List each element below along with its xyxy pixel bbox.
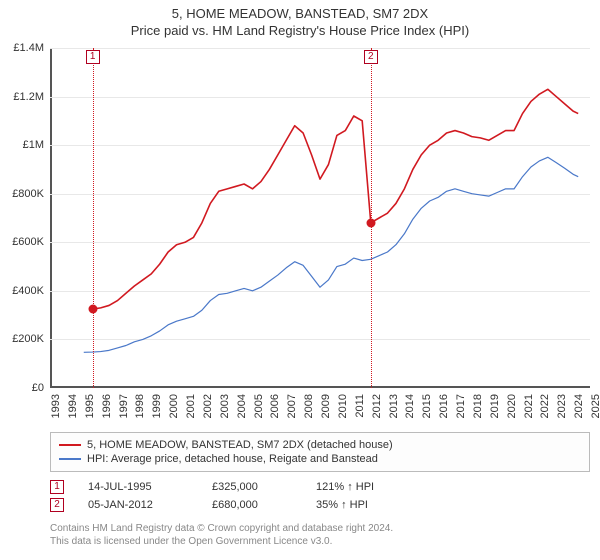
xtick-label: 1998	[134, 394, 146, 418]
ytick-label: £1M	[23, 139, 44, 151]
ytick-label: £1.2M	[13, 91, 44, 103]
xtick-label: 1999	[151, 394, 163, 418]
transaction-price-2: £680,000	[212, 499, 292, 511]
marker-box-2: 2	[364, 50, 378, 64]
xtick-label: 2021	[523, 394, 535, 418]
transaction-pct-1: 121% ↑ HPI	[316, 481, 406, 493]
xtick-label: 2016	[438, 394, 450, 418]
transaction-date-1: 14-JUL-1995	[88, 481, 188, 493]
xtick-label: 1993	[50, 394, 62, 418]
xtick-label: 2019	[489, 394, 501, 418]
xtick-label: 2002	[202, 394, 214, 418]
marker-vline-1	[93, 48, 94, 388]
chart-title-subtitle: Price paid vs. HM Land Registry's House …	[0, 23, 600, 38]
transaction-marker-1: 1	[50, 480, 64, 494]
chart-plot-area: 12 £0£200K£400K£600K£800K£1M£1.2M£1.4M 1…	[50, 48, 590, 388]
marker-box-1: 1	[86, 50, 100, 64]
xtick-label: 2000	[168, 394, 180, 418]
xtick-label: 2015	[421, 394, 433, 418]
ytick-label: £800K	[12, 188, 44, 200]
chart-container: 5, HOME MEADOW, BANSTEAD, SM7 2DX Price …	[0, 0, 600, 560]
footer-attribution: Contains HM Land Registry data © Crown c…	[50, 522, 590, 548]
chart-title-address: 5, HOME MEADOW, BANSTEAD, SM7 2DX	[0, 6, 600, 21]
xtick-label: 2004	[236, 394, 248, 418]
transaction-marker-2: 2	[50, 498, 64, 512]
transaction-table: 1 14-JUL-1995 £325,000 121% ↑ HPI 2 05-J…	[50, 476, 590, 516]
legend-item-property: 5, HOME MEADOW, BANSTEAD, SM7 2DX (detac…	[59, 439, 581, 451]
legend-box: 5, HOME MEADOW, BANSTEAD, SM7 2DX (detac…	[50, 432, 590, 472]
transaction-row-1: 1 14-JUL-1995 £325,000 121% ↑ HPI	[50, 480, 590, 494]
transaction-price-1: £325,000	[212, 481, 292, 493]
xtick-label: 2011	[354, 394, 366, 418]
footer-line-2: This data is licensed under the Open Gov…	[50, 535, 590, 548]
ytick-label: £200K	[12, 333, 44, 345]
ytick-label: £1.4M	[13, 42, 44, 54]
xtick-label: 2012	[371, 394, 383, 418]
series-line-hpi	[84, 157, 578, 352]
transaction-pct-2: 35% ↑ HPI	[316, 499, 406, 511]
xtick-label: 2018	[472, 394, 484, 418]
xtick-label: 2008	[303, 394, 315, 418]
title-block: 5, HOME MEADOW, BANSTEAD, SM7 2DX Price …	[0, 0, 600, 40]
xtick-label: 2024	[573, 394, 585, 418]
transaction-date-2: 05-JAN-2012	[88, 499, 188, 511]
ytick-label: £400K	[12, 285, 44, 297]
xtick-label: 1995	[84, 394, 96, 418]
marker-dot-1	[88, 305, 97, 314]
xtick-label: 2025	[590, 394, 600, 418]
xtick-label: 1994	[67, 394, 79, 418]
xtick-label: 1996	[101, 394, 113, 418]
xtick-label: 2005	[253, 394, 265, 418]
ytick-label: £600K	[12, 236, 44, 248]
transaction-row-2: 2 05-JAN-2012 £680,000 35% ↑ HPI	[50, 498, 590, 512]
legend-swatch-hpi	[59, 458, 81, 460]
series-line-property	[93, 89, 578, 309]
xtick-label: 2007	[286, 394, 298, 418]
xtick-label: 2014	[404, 394, 416, 418]
xtick-label: 2023	[556, 394, 568, 418]
xtick-label: 2010	[337, 394, 349, 418]
legend-swatch-property	[59, 444, 81, 446]
xtick-label: 1997	[118, 394, 130, 418]
marker-dot-2	[366, 218, 375, 227]
ytick-label: £0	[32, 382, 44, 394]
xtick-label: 2001	[185, 394, 197, 418]
xtick-label: 2022	[539, 394, 551, 418]
xtick-label: 2020	[506, 394, 518, 418]
line-series-svg	[50, 48, 590, 388]
legend-label-hpi: HPI: Average price, detached house, Reig…	[87, 453, 378, 465]
legend-label-property: 5, HOME MEADOW, BANSTEAD, SM7 2DX (detac…	[87, 439, 393, 451]
xtick-label: 2009	[320, 394, 332, 418]
xtick-label: 2006	[269, 394, 281, 418]
footer-line-1: Contains HM Land Registry data © Crown c…	[50, 522, 590, 535]
xtick-label: 2013	[388, 394, 400, 418]
legend-item-hpi: HPI: Average price, detached house, Reig…	[59, 453, 581, 465]
xtick-label: 2017	[455, 394, 467, 418]
xtick-label: 2003	[219, 394, 231, 418]
